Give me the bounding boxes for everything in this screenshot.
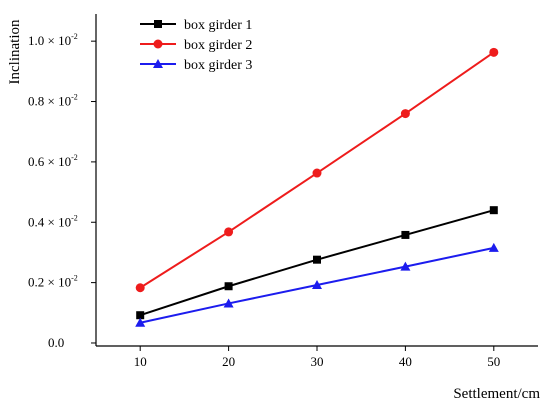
series-1 <box>136 206 498 320</box>
data-point <box>489 206 498 215</box>
x-ticks: 10 20 30 40 50 <box>134 346 500 369</box>
series-3 <box>135 242 499 327</box>
x-tick-label: 50 <box>487 354 500 369</box>
y-axis-label: Inclination <box>7 19 23 84</box>
data-point <box>400 109 410 119</box>
x-axis-label: Settlement/cm <box>453 386 540 402</box>
legend-marker <box>154 20 162 28</box>
data-point <box>488 242 499 252</box>
data-point <box>135 317 146 327</box>
legend-label: box girder 2 <box>184 38 252 53</box>
data-point <box>224 227 234 237</box>
x-tick-label: 30 <box>311 354 324 369</box>
data-point <box>223 298 234 308</box>
y-tick-label: 0.0 <box>48 335 64 350</box>
data-point <box>312 168 322 178</box>
data-point <box>136 311 145 320</box>
data-point <box>135 283 145 293</box>
data-point <box>313 255 321 264</box>
legend-label: box girder 3 <box>184 58 252 73</box>
data-point <box>400 261 411 271</box>
x-tick-label: 40 <box>399 354 412 369</box>
legend: box girder 1 box girder 2 box girder 3 <box>140 18 252 73</box>
series-2 <box>135 47 499 293</box>
legend-marker <box>153 39 163 49</box>
data-point <box>224 282 233 291</box>
legend-marker <box>153 59 163 68</box>
y-tick-label: 0.6 × 10-2 <box>28 153 78 169</box>
y-tick-label: 0.2 × 10-2 <box>28 274 78 290</box>
y-tick-label: 0.4 × 10-2 <box>28 213 78 229</box>
data-point <box>312 280 322 290</box>
y-tick-label: 1.0 × 10-2 <box>28 32 78 48</box>
legend-label: box girder 1 <box>184 18 252 33</box>
x-tick-label: 10 <box>134 354 147 369</box>
data-point <box>401 230 410 239</box>
data-point <box>489 47 499 57</box>
x-tick-label: 20 <box>222 354 235 369</box>
series-group <box>135 47 499 327</box>
y-tick-label: 0.8 × 10-2 <box>28 93 78 109</box>
y-ticks: 0.0 0.2 × 10-2 0.4 × 10-2 0.6 × 10-2 0.8 × 1… <box>28 32 96 350</box>
